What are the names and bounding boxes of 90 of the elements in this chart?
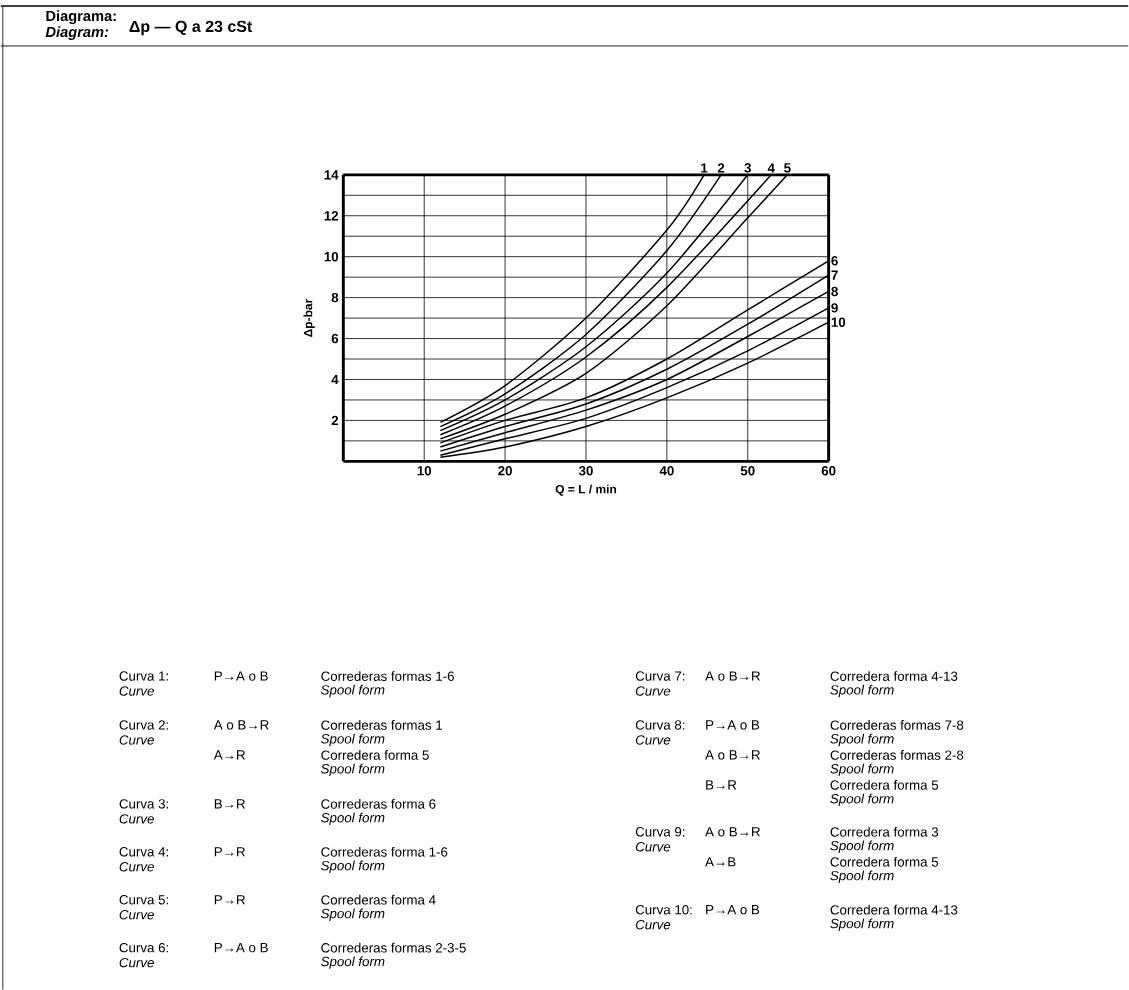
text: Δp — Q a 23 cSt — [129, 20, 253, 36]
text: Spool form — [321, 908, 385, 921]
text: Spool form — [830, 840, 894, 853]
text: Curve — [635, 842, 671, 852]
text: Curva 8: — [635, 720, 685, 730]
text: Correderas formas 7-8 — [830, 720, 964, 730]
text: A→R — [213, 750, 245, 760]
text: Spool form — [830, 733, 894, 747]
text: Correderas forma 1-6 — [321, 846, 448, 857]
text: Correderas formas 1 — [321, 720, 443, 730]
text: Correderas formas 2-8 — [830, 750, 964, 760]
text: Curve — [635, 686, 671, 696]
text: Spool form — [321, 956, 385, 969]
text: Corredera forma 5 — [830, 780, 939, 790]
text: Corredera forma 5 — [321, 750, 429, 760]
text: Spool form — [830, 793, 894, 807]
text: Spool form — [830, 763, 894, 777]
text: P→A o B — [214, 671, 268, 681]
text: Curve — [119, 957, 154, 968]
text: Spool form — [830, 684, 894, 698]
text: Curva 1: — [119, 671, 168, 681]
text: Curva 4: — [119, 847, 168, 857]
series-label: 6 — [831, 256, 838, 266]
y-tick-label: 4 — [331, 374, 339, 385]
x-tick-label: 50 — [740, 466, 755, 476]
text: Corredera forma 3 — [830, 826, 939, 837]
text: Curva 7: — [635, 671, 685, 681]
series-label: 1 — [701, 163, 708, 173]
text: Diagrama: — [46, 10, 116, 25]
text: A o B→R — [705, 827, 760, 837]
text: Curve — [635, 919, 671, 930]
text: Spool form — [321, 812, 385, 826]
text: Spool form — [321, 860, 385, 873]
text: Corredera forma 4-13 — [830, 671, 958, 681]
text: B→R — [706, 780, 737, 790]
text: Correderas forma 6 — [321, 798, 436, 809]
x-tick-label: 60 — [821, 466, 836, 476]
text: Curva 10: — [635, 905, 692, 915]
series-label: 2 — [717, 163, 725, 173]
x-tick-label: 40 — [659, 466, 674, 476]
y-axis-title: Δp-bar — [303, 298, 315, 337]
text: Curva 6: — [119, 942, 168, 953]
series-label: 5 — [784, 163, 791, 173]
text: Curva 9: — [635, 827, 685, 837]
text: P→A o B — [706, 720, 760, 730]
text: Diagram: — [45, 26, 109, 40]
text: P→A o B — [214, 943, 268, 953]
text: Spool form — [321, 733, 385, 747]
text: Curve — [635, 735, 671, 745]
text: Curve — [119, 686, 154, 696]
text: P→R — [214, 895, 245, 905]
y-tick-label: 2 — [331, 415, 339, 426]
y-tick-label: 12 — [324, 211, 339, 221]
text: A o B→R — [705, 750, 760, 760]
x-axis-title: Q = L / min — [555, 484, 617, 496]
text: P→A o B — [706, 905, 760, 915]
text: P→R — [214, 847, 245, 857]
y-tick-label: 14 — [324, 170, 339, 180]
series-label: 8 — [831, 286, 838, 297]
text: Spool form — [830, 870, 894, 883]
text: Curve — [119, 862, 154, 872]
text: Corredera forma 4-13 — [830, 904, 958, 915]
text: Curva 5: — [119, 895, 168, 905]
series-label: 4 — [767, 163, 775, 173]
series-label: 3 — [744, 163, 751, 173]
x-tick-label: 30 — [578, 466, 593, 476]
x-tick-label: 20 — [498, 466, 512, 476]
y-tick-label: 6 — [331, 333, 339, 344]
text: Curve — [119, 735, 154, 745]
text: Spool form — [321, 763, 385, 777]
text: A o B→R — [213, 720, 269, 730]
text: A→B — [705, 857, 736, 867]
text: B→R — [214, 799, 245, 809]
text: Correderas formas 2-3-5 — [321, 942, 466, 953]
y-tick-label: 10 — [324, 251, 339, 262]
series-label: 9 — [831, 303, 838, 313]
text: Curve — [119, 910, 154, 920]
text: Spool form — [321, 684, 385, 698]
text: Curva 3: — [119, 799, 168, 809]
y-tick-label: 8 — [331, 292, 339, 303]
text: Corredera forma 5 — [830, 856, 939, 867]
text: Correderas forma 4 — [321, 894, 436, 905]
series-label: 7 — [831, 270, 838, 280]
text: Curva 2: — [119, 720, 168, 730]
text: Spool form — [830, 918, 894, 931]
x-tick-label: 10 — [417, 466, 432, 476]
text: A o B→R — [705, 671, 760, 681]
text: Curve — [119, 814, 154, 824]
series-label: 10 — [831, 317, 846, 327]
text: Correderas formas 1-6 — [321, 671, 454, 681]
